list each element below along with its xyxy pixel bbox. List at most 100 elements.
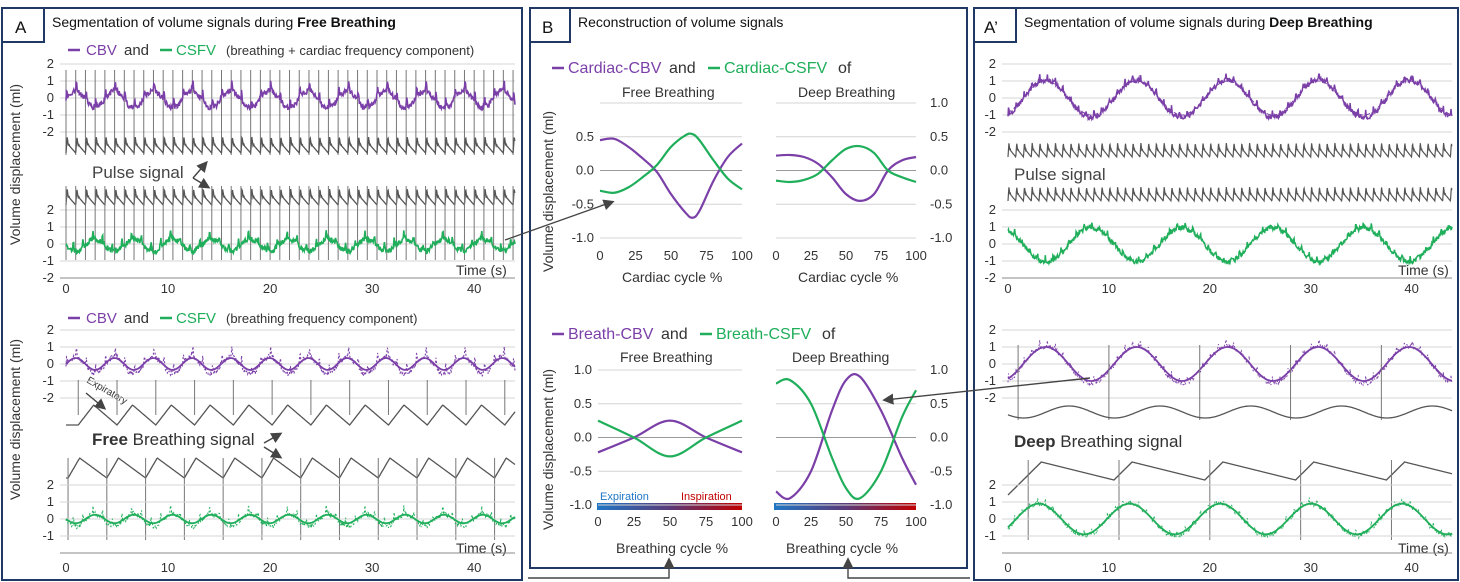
x-tick-label: 25 (627, 514, 641, 529)
breath-csfv-curve (775, 378, 917, 500)
cbv-fit-line (1007, 80, 1452, 116)
cbv-line (65, 80, 516, 112)
svg-text:CBV: CBV (86, 310, 117, 327)
svg-text:and: and (669, 60, 696, 77)
x-tick-label: 25 (804, 514, 818, 529)
x-tick-label: 40 (1404, 560, 1418, 575)
y-tick-label: 2 (47, 56, 54, 71)
y-tick-label: 0.5 (930, 129, 948, 144)
y-tick-label: 1 (989, 219, 996, 234)
pulse-line (1007, 142, 1453, 159)
x-tick-label: 50 (663, 514, 677, 529)
y-tick-label: 1 (47, 73, 54, 88)
y-tick-label: -1 (42, 373, 54, 388)
panel-b-deep-title-top: Deep Breathing (798, 84, 895, 100)
x-tick-label: 30 (1303, 560, 1317, 575)
y-tick-label: 2 (989, 202, 996, 217)
x-tick-label: 75 (874, 248, 888, 263)
panel-b-free-title-top: Free Breathing (622, 84, 715, 100)
panel-a-expiratory-label: Expiratory (85, 375, 129, 407)
x-tick-label: 10 (1102, 560, 1116, 575)
y-tick-label: 0 (47, 356, 54, 371)
y-tick-label: -0.5 (930, 463, 952, 478)
y-tick-label: -1.0 (570, 497, 592, 512)
y-tick-label: -2 (42, 124, 54, 139)
y-tick-label: 0 (989, 511, 996, 526)
x-tick-label: 0 (1004, 281, 1011, 296)
y-tick-label: -2 (42, 270, 54, 285)
breathing-signal-line (66, 457, 516, 479)
x-tick-label: 50 (839, 248, 853, 263)
y-tick-label: 1 (989, 339, 996, 354)
x-tick-label: 10 (161, 560, 175, 575)
panel-b-title: Reconstruction of volume signals (578, 14, 783, 30)
x-tick-label: 50 (839, 514, 853, 529)
svg-text:and: and (124, 310, 149, 327)
breathing-signal-line (1007, 461, 1453, 496)
y-tick-label: -1.0 (930, 230, 952, 245)
panel-b-cardiac-xlabel-deep: Cardiac cycle % (798, 269, 898, 285)
x-tick-label: 20 (263, 281, 277, 296)
breath-cbv-curve (775, 373, 917, 501)
cardiac-cbv-curve (599, 137, 743, 219)
y-tick-label: -1 (984, 107, 996, 122)
csfv-line (1007, 221, 1453, 267)
cbv-raw-line (65, 346, 516, 378)
y-tick-label: -2 (42, 390, 54, 405)
y-tick-label: -2 (984, 124, 996, 139)
panel-a-ylabel-bottom: Volume displacement (ml) (7, 339, 23, 500)
connector-arrows (85, 160, 1091, 579)
x-tick-label: 0 (594, 514, 601, 529)
csfv-raw-line (65, 505, 516, 530)
panel-b-breath-xlabel-free: Breathing cycle % (616, 540, 728, 556)
y-tick-label: -1 (984, 528, 996, 543)
y-tick-label: -1 (984, 373, 996, 388)
svg-text:Cardiac-CSFV: Cardiac-CSFV (724, 60, 827, 77)
x-tick-label: 40 (1404, 281, 1418, 296)
panel-a-top-legend: CBV and CSFV (breathing + cardiac freque… (68, 42, 474, 59)
csfv-raw-line (1007, 497, 1453, 540)
svg-text:of: of (822, 326, 836, 343)
y-tick-label: 2 (989, 477, 996, 492)
x-tick-label: 0 (596, 248, 603, 263)
y-tick-label: 2 (47, 322, 54, 337)
csfv-breath-line (65, 513, 516, 525)
y-tick-label: 0.0 (576, 163, 594, 178)
y-tick-label: 0 (989, 236, 996, 251)
panel-b-inspiration-label: Inspiration (681, 491, 732, 503)
y-tick-label: 1.0 (930, 362, 948, 377)
x-tick-label: 100 (731, 514, 753, 529)
y-tick-label: 0.5 (930, 396, 948, 411)
panel-b-cardiac-legend: Cardiac-CBV and Cardiac-CSFV of (552, 60, 852, 77)
y-tick-label: -1 (42, 107, 54, 122)
y-tick-label: -0.5 (570, 463, 592, 478)
x-tick-label: 0 (62, 281, 69, 296)
x-tick-label: 40 (467, 281, 481, 296)
y-tick-label: 1 (47, 219, 54, 234)
panel-b-cardiac-xlabel-free: Cardiac cycle % (622, 269, 722, 285)
y-tick-label: 0 (47, 236, 54, 251)
y-tick-label: 0.0 (574, 430, 592, 445)
panel-a-title: Segmentation of volume signals during Fr… (52, 14, 396, 30)
y-tick-label: -2 (984, 390, 996, 405)
y-tick-label: 0 (989, 90, 996, 105)
svg-text:and: and (124, 42, 149, 59)
cbv-breath-line (1007, 346, 1453, 382)
x-tick-label: 0 (62, 560, 69, 575)
x-tick-label: 10 (161, 281, 175, 296)
panel-b-ylabel-bottom: Volume displacement (ml) (540, 369, 556, 530)
y-tick-label: -1.0 (930, 497, 952, 512)
y-tick-label: 1 (989, 73, 996, 88)
panel-b-deep-title-bottom: Deep Breathing (792, 349, 889, 365)
panel-a2-breathing-label: Deep Breathing signal (1014, 432, 1182, 451)
free-breath-gradient-bar (597, 503, 742, 510)
panel-a2-xlabel-bottom: Time (s) (1398, 540, 1449, 556)
panel-b-ylabel-top: Volume displacement (ml) (540, 111, 556, 272)
y-tick-label: 1.0 (930, 95, 948, 110)
breathing-signal-line (66, 404, 516, 426)
x-tick-label: 100 (731, 248, 753, 263)
x-tick-label: 25 (628, 248, 642, 263)
panel-b-expiration-label: Expiration (600, 491, 649, 503)
y-tick-label: 1 (47, 339, 54, 354)
